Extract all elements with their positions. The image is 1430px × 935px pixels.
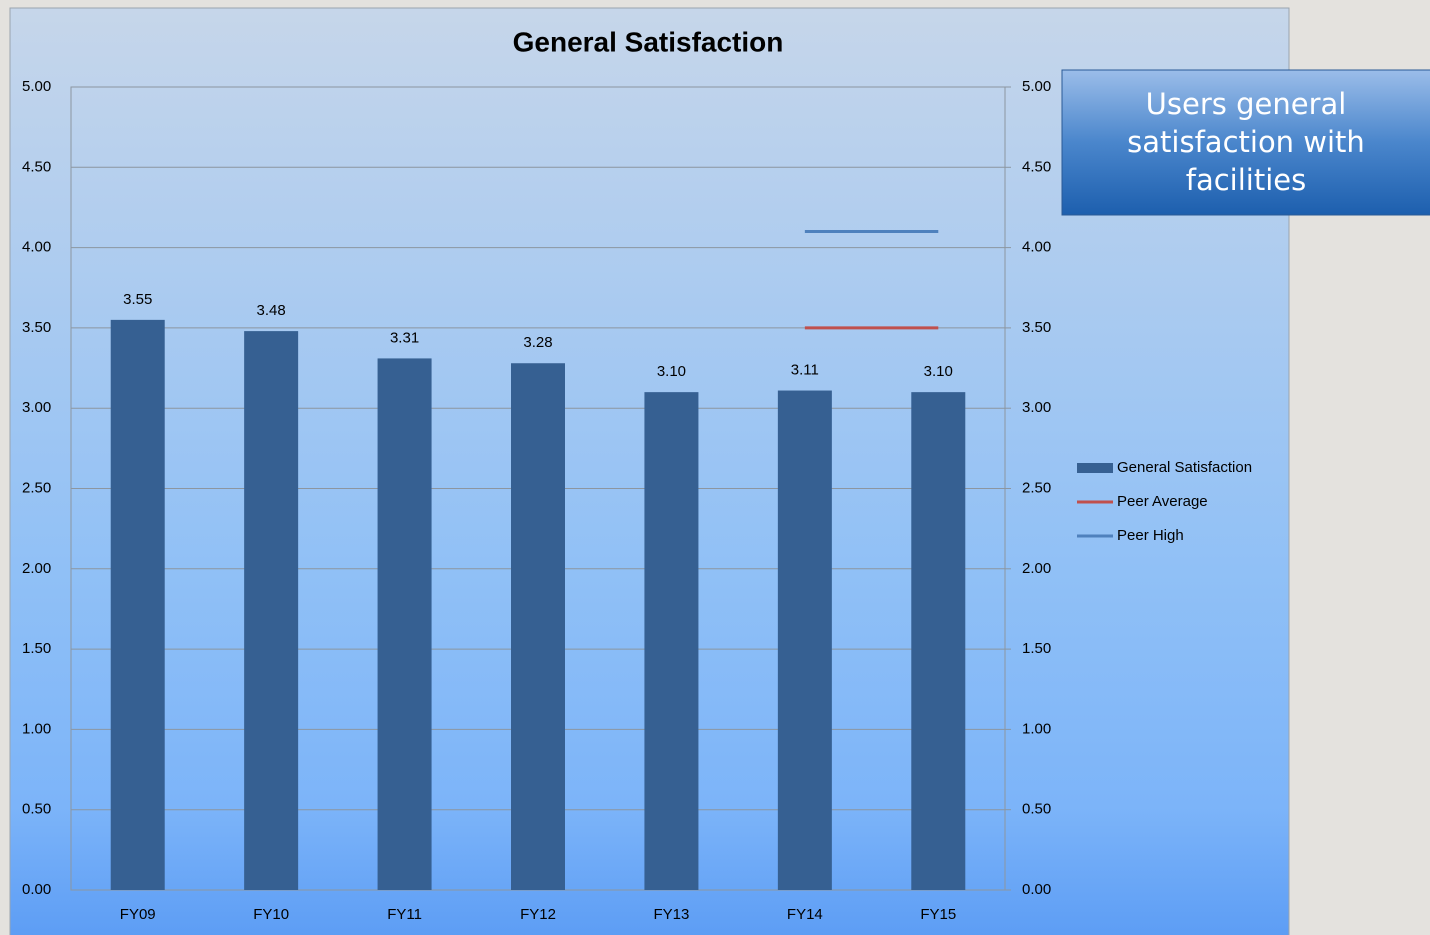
data-label: 3.55 <box>123 291 152 308</box>
y2-tick-label: 0.00 <box>1022 881 1051 898</box>
y2-tick-label: 3.50 <box>1022 319 1051 336</box>
bar <box>244 331 299 890</box>
bar <box>911 392 966 890</box>
y-tick-label: 5.00 <box>22 78 51 95</box>
y-tick-label: 0.00 <box>22 881 51 898</box>
data-label: 3.10 <box>924 363 953 380</box>
legend-label: General Satisfaction <box>1117 459 1252 476</box>
x-tick-label: FY14 <box>787 906 823 923</box>
data-label: 3.28 <box>523 334 552 351</box>
x-tick-label: FY09 <box>120 906 156 923</box>
bar <box>777 390 832 890</box>
note-box <box>1061 69 1430 216</box>
note-text: Users general <box>1146 87 1347 121</box>
legend-label: Peer High <box>1117 527 1184 544</box>
legend-label: Peer Average <box>1117 493 1208 510</box>
y-tick-label: 1.50 <box>22 640 51 657</box>
note-text: satisfaction with <box>1127 125 1365 159</box>
y-tick-label: 1.00 <box>22 720 51 737</box>
bar <box>110 319 165 890</box>
y2-tick-label: 2.00 <box>1022 560 1051 577</box>
x-tick-label: FY10 <box>253 906 289 923</box>
bar <box>511 363 565 890</box>
data-label: 3.31 <box>390 329 419 346</box>
y-tick-label: 3.50 <box>22 319 51 336</box>
y2-tick-label: 0.50 <box>1022 801 1051 818</box>
y-tick-label: 3.00 <box>22 399 51 416</box>
x-tick-label: FY15 <box>920 906 956 923</box>
y2-tick-label: 1.50 <box>1022 640 1051 657</box>
y2-tick-label: 4.00 <box>1022 239 1051 256</box>
legend-swatch <box>1077 463 1113 473</box>
y-tick-label: 2.50 <box>22 479 51 496</box>
y-tick-label: 0.50 <box>22 801 51 818</box>
data-label: 3.10 <box>657 363 686 380</box>
chart-title: General Satisfaction <box>513 26 784 57</box>
y-tick-label: 2.00 <box>22 560 51 577</box>
y2-tick-label: 2.50 <box>1022 479 1051 496</box>
y2-tick-label: 5.00 <box>1022 78 1051 95</box>
y-tick-label: 4.00 <box>22 239 51 256</box>
bar <box>377 358 432 890</box>
data-label: 3.11 <box>791 362 819 379</box>
data-label: 3.48 <box>257 302 286 319</box>
x-tick-label: FY11 <box>387 906 422 923</box>
note-text: facilities <box>1186 163 1306 197</box>
y2-tick-label: 1.00 <box>1022 720 1051 737</box>
y-tick-label: 4.50 <box>22 158 51 175</box>
x-tick-label: FY13 <box>653 906 689 923</box>
y2-tick-label: 3.00 <box>1022 399 1051 416</box>
y2-tick-label: 4.50 <box>1022 158 1051 175</box>
x-tick-label: FY12 <box>520 906 556 923</box>
bar <box>644 392 699 890</box>
